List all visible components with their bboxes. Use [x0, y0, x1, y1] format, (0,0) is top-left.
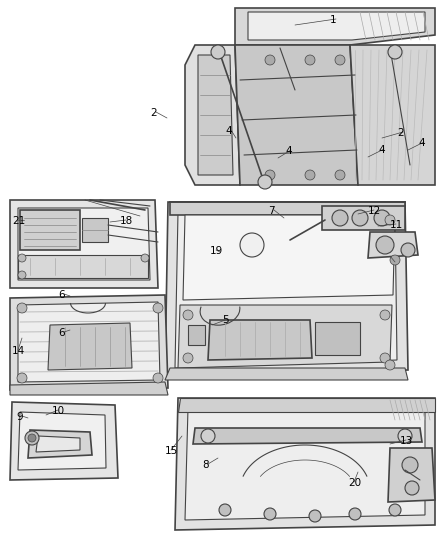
Polygon shape [198, 55, 233, 175]
Polygon shape [368, 232, 418, 258]
Polygon shape [235, 45, 358, 185]
Polygon shape [82, 218, 108, 242]
Text: 5: 5 [222, 315, 229, 325]
Polygon shape [170, 202, 405, 215]
Polygon shape [10, 200, 158, 288]
Circle shape [335, 170, 345, 180]
Circle shape [211, 45, 225, 59]
Text: 1: 1 [330, 15, 337, 25]
Circle shape [388, 45, 402, 59]
Text: 6: 6 [58, 290, 65, 300]
Circle shape [352, 210, 368, 226]
Circle shape [28, 434, 36, 442]
Polygon shape [350, 45, 435, 185]
Polygon shape [20, 210, 80, 250]
Circle shape [380, 310, 390, 320]
Polygon shape [185, 408, 425, 520]
Circle shape [305, 170, 315, 180]
Circle shape [18, 254, 26, 262]
Text: 11: 11 [390, 220, 403, 230]
Circle shape [153, 303, 163, 313]
Circle shape [335, 55, 345, 65]
Circle shape [374, 210, 390, 226]
Text: 2: 2 [150, 108, 157, 118]
Polygon shape [18, 208, 150, 280]
Polygon shape [36, 436, 80, 452]
Circle shape [183, 310, 193, 320]
Circle shape [201, 429, 215, 443]
Circle shape [183, 353, 193, 363]
Circle shape [389, 504, 401, 516]
Circle shape [390, 255, 400, 265]
Text: 15: 15 [165, 446, 178, 456]
Circle shape [380, 353, 390, 363]
Circle shape [398, 429, 412, 443]
Polygon shape [188, 325, 205, 345]
Circle shape [309, 510, 321, 522]
Polygon shape [183, 215, 395, 300]
Polygon shape [193, 428, 422, 444]
Circle shape [385, 215, 395, 225]
Circle shape [258, 175, 272, 189]
Circle shape [401, 243, 415, 257]
Text: 19: 19 [210, 246, 223, 256]
Polygon shape [178, 398, 435, 412]
Polygon shape [10, 295, 168, 390]
Circle shape [332, 210, 348, 226]
Text: 8: 8 [202, 460, 208, 470]
Text: 4: 4 [285, 146, 292, 156]
Polygon shape [18, 412, 106, 470]
Text: 2: 2 [397, 128, 404, 138]
Polygon shape [18, 255, 148, 278]
Polygon shape [185, 45, 240, 185]
Circle shape [265, 170, 275, 180]
Text: 4: 4 [418, 138, 424, 148]
Text: 4: 4 [225, 126, 232, 136]
Circle shape [240, 233, 264, 257]
Circle shape [305, 55, 315, 65]
Circle shape [405, 481, 419, 495]
Polygon shape [235, 8, 435, 45]
Circle shape [25, 431, 39, 445]
Polygon shape [10, 402, 118, 480]
Text: 6: 6 [58, 328, 65, 338]
Polygon shape [165, 368, 408, 380]
Circle shape [219, 504, 231, 516]
Text: 21: 21 [12, 216, 25, 226]
Text: 14: 14 [12, 346, 25, 356]
Polygon shape [18, 302, 160, 382]
Circle shape [17, 303, 27, 313]
Polygon shape [175, 212, 397, 368]
Circle shape [141, 254, 149, 262]
Polygon shape [178, 305, 392, 368]
Text: 9: 9 [16, 412, 23, 422]
Circle shape [264, 508, 276, 520]
Polygon shape [48, 323, 132, 370]
Polygon shape [322, 206, 405, 230]
Polygon shape [28, 430, 92, 458]
Text: 20: 20 [348, 478, 361, 488]
Text: 12: 12 [368, 206, 381, 216]
Polygon shape [315, 322, 360, 355]
Circle shape [349, 508, 361, 520]
Text: 7: 7 [268, 206, 275, 216]
Circle shape [385, 360, 395, 370]
Polygon shape [175, 398, 435, 530]
Text: 18: 18 [120, 216, 133, 226]
Polygon shape [208, 320, 312, 360]
Text: 4: 4 [378, 145, 385, 155]
Polygon shape [388, 448, 435, 502]
Circle shape [265, 55, 275, 65]
Circle shape [18, 271, 26, 279]
Text: 13: 13 [400, 436, 413, 446]
Polygon shape [165, 202, 408, 378]
Polygon shape [10, 382, 168, 395]
Circle shape [153, 373, 163, 383]
Text: 10: 10 [52, 406, 65, 416]
Circle shape [402, 457, 418, 473]
Circle shape [376, 236, 394, 254]
Circle shape [17, 373, 27, 383]
Polygon shape [248, 12, 425, 40]
